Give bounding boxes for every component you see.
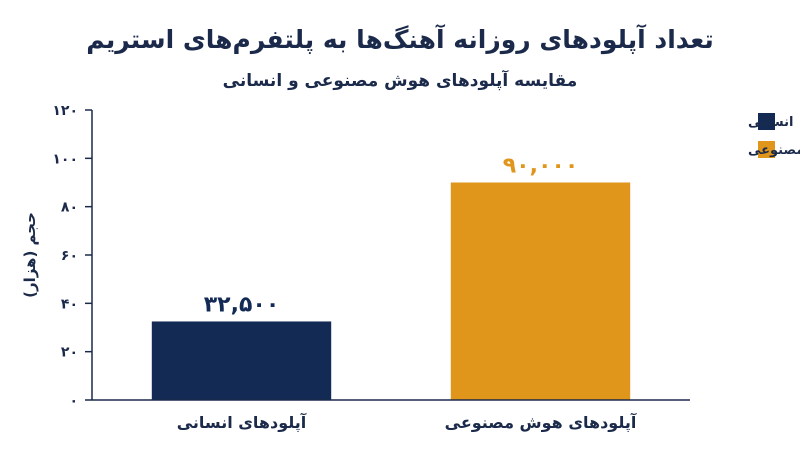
x-tick-label: آپلودهای انسانی bbox=[177, 412, 307, 433]
y-axis: ۰ ۲۰ ۴۰ ۶۰ ۸۰ ۱۰۰ ۱۲۰ bbox=[52, 103, 93, 409]
legend-label: هوش مصنوعی bbox=[748, 143, 800, 158]
x-axis: آپلودهای انسانی آپلودهای هوش مصنوعی bbox=[92, 399, 690, 433]
legend-swatch bbox=[758, 141, 775, 158]
chart-title: تعداد آپلودهای روزانه آهنگ‌ها به پلتفرم‌… bbox=[86, 24, 713, 55]
y-tick-label: ۴۰ bbox=[61, 296, 78, 312]
bar-value-label: ۳۲,۵۰۰ bbox=[204, 292, 280, 317]
y-tick-label: ۱۰۰ bbox=[52, 151, 78, 167]
legend: انسانی هوش مصنوعی bbox=[748, 113, 800, 158]
x-tick-label: آپلودهای هوش مصنوعی bbox=[445, 412, 637, 433]
y-tick-label: ۰ bbox=[69, 393, 78, 409]
legend-label: انسانی bbox=[748, 115, 793, 130]
bar bbox=[151, 321, 332, 400]
y-tick-label: ۶۰ bbox=[61, 248, 78, 264]
bar-value-label: ۹۰,۰۰۰ bbox=[503, 154, 579, 179]
chart-subtitle: مقایسه آپلودهای هوش مصنوعی و انسانی bbox=[223, 69, 578, 91]
y-tick-label: ۱۲۰ bbox=[52, 103, 78, 119]
bars-group: ۳۲,۵۰۰ ۹۰,۰۰۰ bbox=[151, 154, 631, 400]
legend-swatch bbox=[758, 113, 775, 130]
bar bbox=[450, 182, 631, 400]
y-tick-label: ۲۰ bbox=[61, 345, 78, 361]
y-tick-label: ۸۰ bbox=[61, 200, 78, 216]
y-axis-title: حجم (هزار) bbox=[21, 212, 39, 298]
